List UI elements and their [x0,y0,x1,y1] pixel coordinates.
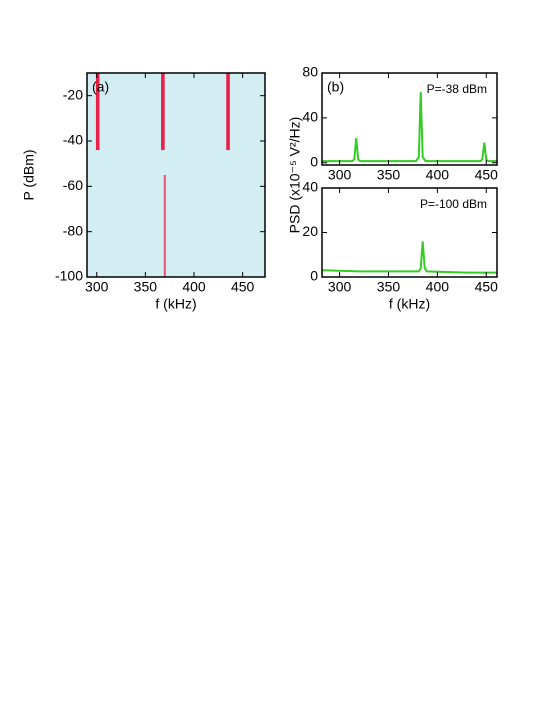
x-tick-label: 350 [377,167,401,183]
x-tick-label: 450 [475,279,499,295]
y-axis-label: PSD (x10⁻⁵ V²/Hz) [287,117,303,234]
x-tick-label: 450 [475,167,499,183]
panel-label: (b) [327,79,344,95]
x-axis-label: f (kHz) [155,296,196,312]
y-tick-label: 0 [310,268,318,284]
plot-area [322,92,497,163]
data-line [322,241,497,274]
peak-line [161,73,165,151]
axes-frame [86,72,266,278]
peak-line [163,175,166,277]
y-tick-label: 40 [302,109,318,125]
y-tick-label: -20 [63,86,83,102]
x-axis-label: f (kHz) [389,296,430,312]
plot-area [322,241,497,274]
y-tick-label: -100 [55,268,83,284]
x-tick-label: 400 [426,279,450,295]
x-tick-label: 300 [328,279,352,295]
series-annotation: P=-38 dBm [427,82,487,96]
y-tick-label: 40 [302,179,318,195]
peak-line [95,73,100,151]
heatmap-background [87,73,265,277]
y-tick-label: 0 [310,153,318,169]
x-tick-label: 450 [231,279,255,295]
axes-frame [321,72,498,166]
y-tick-label: -40 [63,132,83,148]
x-tick-label: 400 [426,167,450,183]
y-tick-label: -60 [63,177,83,193]
x-tick-label: 350 [377,279,401,295]
series-annotation: P=-100 dBm [420,197,487,211]
y-axis-label: P (dBm) [21,149,37,200]
panel-label: (a) [92,79,109,95]
y-tick-label: 80 [302,64,318,80]
x-tick-label: 300 [328,167,352,183]
data-line [322,92,497,163]
x-tick-label: 400 [182,279,206,295]
y-tick-label: 20 [302,223,318,239]
peak-line [226,73,230,151]
plot-area [87,73,265,277]
x-tick-label: 350 [134,279,158,295]
y-tick-label: -80 [63,222,83,238]
x-tick-label: 300 [85,279,109,295]
